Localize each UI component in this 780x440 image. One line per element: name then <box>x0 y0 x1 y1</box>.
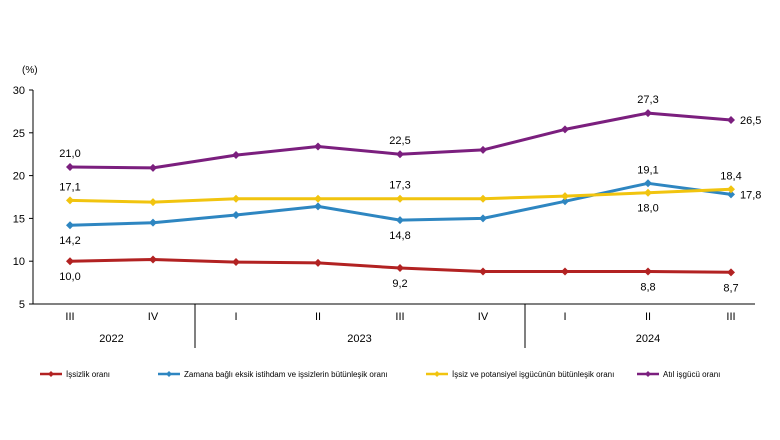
series-point <box>644 109 652 118</box>
series-point <box>479 267 487 276</box>
legend-marker <box>645 371 651 377</box>
series-group <box>66 109 735 277</box>
y-tick-label: 5 <box>19 299 25 311</box>
data-label: 18,4 <box>720 170 741 182</box>
x-year-label: 2022 <box>99 333 123 345</box>
series-point <box>314 202 322 211</box>
series-point <box>479 214 487 223</box>
data-label: 26,5 <box>740 115 761 127</box>
series-point <box>644 179 652 188</box>
series-point <box>149 218 157 227</box>
series-point <box>396 150 404 159</box>
series-point <box>727 268 735 277</box>
x-tick-label: II <box>315 311 321 323</box>
series-point <box>561 197 569 206</box>
series-point <box>66 196 74 205</box>
data-label: 17,8 <box>740 189 761 201</box>
y-tick-label: 30 <box>13 85 25 97</box>
series-point <box>66 221 74 230</box>
y-tick-label: 10 <box>13 256 25 268</box>
legend-marker <box>166 371 172 377</box>
legend-label: Zamana bağlı eksik istihdam ve işsizleri… <box>184 370 388 379</box>
series-point <box>727 185 735 194</box>
x-tick-label: II <box>645 311 651 323</box>
series-point <box>314 142 322 151</box>
series-point <box>232 194 240 203</box>
data-label: 21,0 <box>59 148 80 160</box>
data-label: 27,3 <box>637 94 658 106</box>
series-point <box>396 264 404 273</box>
x-tick-label: III <box>726 311 735 323</box>
x-tick-label: III <box>395 311 404 323</box>
x-year-label: 2023 <box>347 333 371 345</box>
series-point <box>479 145 487 154</box>
data-label: 9,2 <box>392 278 407 290</box>
series-point <box>149 163 157 172</box>
x-tick-label: IV <box>148 311 159 323</box>
axes <box>32 90 755 348</box>
series-point <box>232 210 240 219</box>
series-point <box>149 198 157 207</box>
series-point <box>727 115 735 124</box>
data-label: 14,8 <box>389 230 410 242</box>
y-tick-label: 15 <box>13 213 25 225</box>
x-tick-label: I <box>234 311 237 323</box>
data-label: 22,5 <box>389 135 410 147</box>
data-label: 10,0 <box>59 271 80 283</box>
legend-marker <box>434 371 440 377</box>
y-unit-label: (%) <box>22 65 38 76</box>
series-point <box>561 192 569 201</box>
series-point <box>314 258 322 267</box>
x-tick-label: I <box>563 311 566 323</box>
series-point <box>66 257 74 266</box>
series-point <box>232 151 240 160</box>
y-tick-label: 20 <box>13 171 25 183</box>
data-label: 17,1 <box>59 181 80 193</box>
legend-label: İşsizlik oranı <box>66 370 110 379</box>
data-label: 17,3 <box>389 180 410 192</box>
series-point <box>644 267 652 276</box>
series-point <box>561 267 569 276</box>
series-point <box>232 258 240 267</box>
data-label: 14,2 <box>59 235 80 247</box>
series-point <box>479 194 487 203</box>
x-tick-label: IV <box>478 311 489 323</box>
data-label: 8,7 <box>723 282 738 294</box>
data-label: 8,8 <box>640 281 655 293</box>
y-axis-ticks: 5 10 15 20 25 30 <box>13 85 33 311</box>
data-label: 18,0 <box>637 203 658 215</box>
series-point <box>644 188 652 197</box>
series-point <box>396 194 404 203</box>
legend-marker <box>48 371 54 377</box>
series-point <box>396 216 404 225</box>
legend: İşsizlik oranı Zamana bağlı eksik istihda… <box>40 370 720 379</box>
series-point <box>561 125 569 134</box>
y-tick-label: 25 <box>13 128 25 140</box>
series-point <box>149 255 157 264</box>
x-year-label: 2024 <box>636 333 660 345</box>
data-labels: 10,0 9,2 8,8 8,7 14,2 14,8 19,1 17,8 17,1 17,3 18,… <box>59 94 761 294</box>
legend-label: İşsiz ve potansiyel işgücünün bütünleşik… <box>452 370 614 379</box>
data-label: 19,1 <box>637 164 658 176</box>
series-point <box>727 190 735 199</box>
x-tick-label: III <box>65 311 74 323</box>
series-point <box>66 163 74 172</box>
legend-label: Atıl işgücü oranı <box>663 370 720 379</box>
series-point <box>314 194 322 203</box>
